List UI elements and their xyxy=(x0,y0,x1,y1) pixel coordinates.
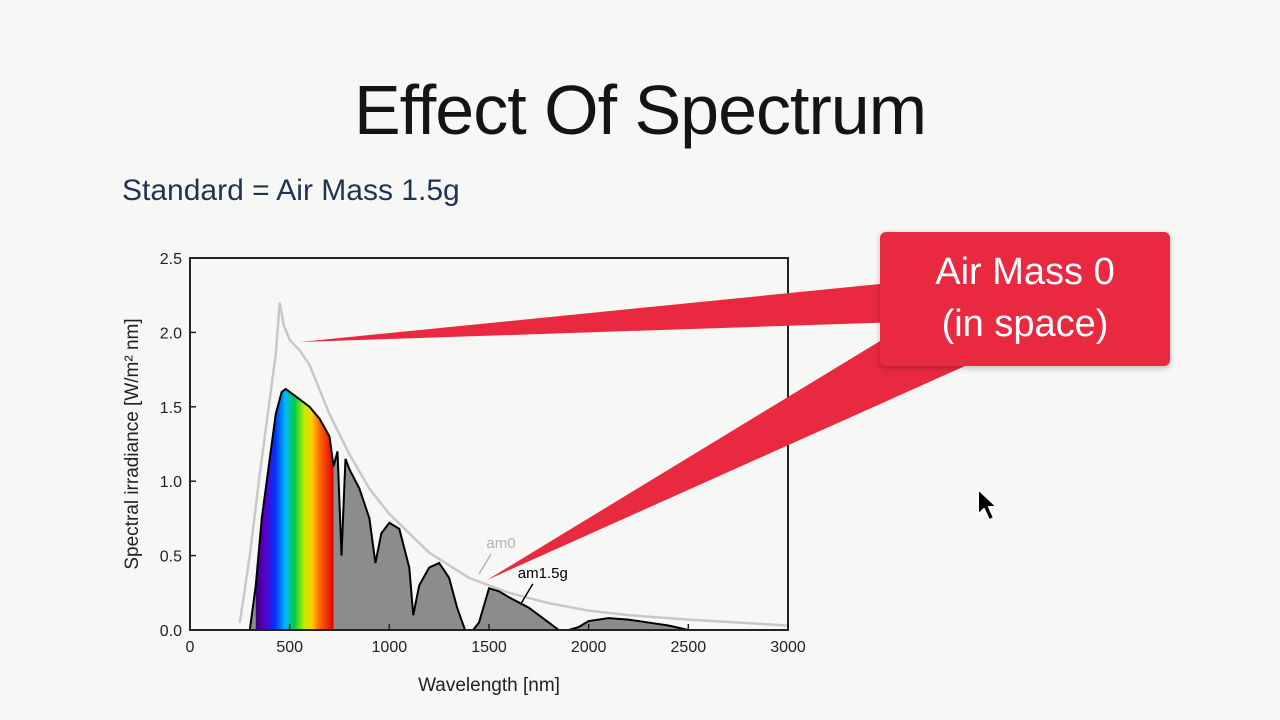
x-tick-label: 0 xyxy=(186,639,195,656)
annotation-leader xyxy=(478,553,492,575)
callout-line2: (in space) xyxy=(941,303,1109,345)
y-tick-label: 2.5 xyxy=(160,251,182,268)
annotation-label-am0: am0 xyxy=(486,535,515,552)
x-tick-label: 1500 xyxy=(471,639,507,656)
mouse-pointer-icon xyxy=(977,488,998,521)
slide-subtitle: Standard = Air Mass 1.5g xyxy=(122,174,460,207)
spectral-irradiance-chart: 0 500 1000 1500 2000 2500 3000 0.0 0.5 1.0 1.5 2.0… xyxy=(122,251,806,696)
series-am0-line xyxy=(238,302,788,627)
x-axis-label: Wavelength [nm] xyxy=(418,675,560,696)
annotation-label-am15g: am1.5g xyxy=(518,565,568,582)
visible-spectrum-band xyxy=(255,388,334,630)
callout-box: Air Mass 0 (in space) xyxy=(880,232,1170,366)
x-tick-label: 2000 xyxy=(571,639,607,656)
y-tick-label: 1.0 xyxy=(160,474,182,491)
annotation-leader xyxy=(520,583,534,605)
y-tick-label: 0.5 xyxy=(160,549,182,566)
callout-line1: Air Mass 0 xyxy=(935,251,1115,293)
x-axis: 0 500 1000 1500 2000 2500 3000 xyxy=(186,624,806,656)
series-am15g-area xyxy=(249,388,689,630)
y-tick-label: 1.5 xyxy=(160,400,182,417)
x-tick-label: 500 xyxy=(276,639,303,656)
y-tick-label: 2.0 xyxy=(160,325,182,342)
x-tick-label: 2500 xyxy=(671,639,707,656)
series-am15g-line xyxy=(248,387,689,630)
y-axis-label: Spectral irradiance [W/m² nm] xyxy=(122,318,143,569)
slide-title: Effect Of Spectrum xyxy=(353,71,927,149)
y-axis: 0.0 0.5 1.0 1.5 2.0 2.5 xyxy=(160,251,196,640)
y-tick-label: 0.0 xyxy=(160,623,182,640)
x-tick-label: 3000 xyxy=(770,639,806,656)
x-tick-label: 1000 xyxy=(372,639,408,656)
plot-area xyxy=(238,302,788,630)
